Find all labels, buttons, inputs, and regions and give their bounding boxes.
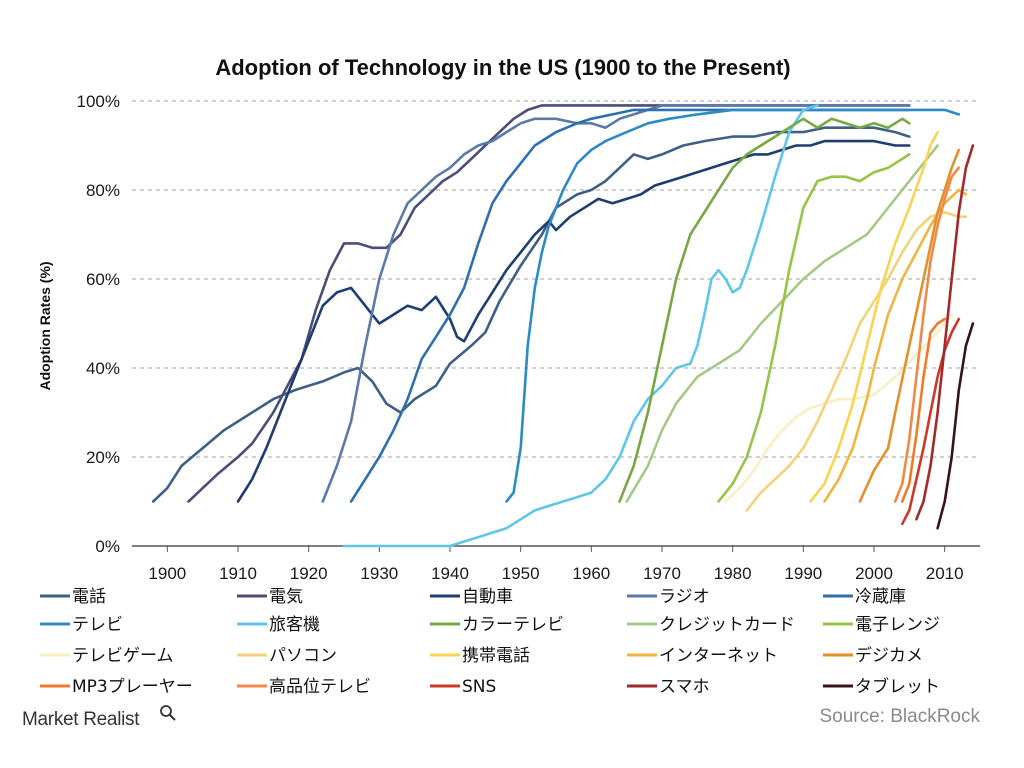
series-line: [745, 211, 968, 512]
series-line: [901, 317, 961, 526]
magnifier-icon: [160, 705, 176, 721]
legend-label: タブレット: [855, 676, 940, 697]
x-tick-label: 1980: [714, 564, 752, 583]
series-lines: [151, 104, 975, 548]
series-line: [936, 322, 975, 530]
x-tick-label: 1940: [431, 564, 469, 583]
legend-item: 自動車: [430, 587, 513, 607]
series-line: [823, 188, 968, 503]
legend-item: MP3プレーヤー: [40, 677, 193, 697]
gridlines: [132, 100, 980, 458]
legend-item: インターネット: [627, 646, 778, 666]
logo-text: Market Realist: [22, 709, 140, 730]
series-line: [893, 166, 961, 503]
legend-item: 電子レンジ: [823, 615, 940, 635]
source-note: Source: BlackRock: [819, 706, 980, 727]
series-line: [915, 144, 975, 521]
legend-item: 電気: [237, 587, 303, 607]
series-line: [901, 317, 946, 503]
series-line: [505, 108, 961, 503]
legend-item: タブレット: [823, 676, 940, 697]
legend-item: 高品位テレビ: [237, 677, 371, 697]
series-line: [349, 108, 911, 503]
legend-label: 電子レンジ: [855, 615, 940, 635]
y-axis-label: Adoption Rates (%): [37, 261, 53, 390]
legend-item: SNS: [430, 677, 496, 697]
series-line: [236, 139, 911, 503]
series-line: [187, 104, 911, 503]
legend-item: 旅客機: [237, 615, 320, 635]
legend-label: カラーテレビ: [462, 615, 564, 635]
legend-label: スマホ: [659, 677, 710, 697]
legend-label: 電気: [269, 587, 303, 607]
series-line: [717, 153, 911, 503]
x-tick-label: 1950: [502, 564, 540, 583]
legend-item: テレビ: [40, 615, 123, 635]
legend-label: デジカメ: [855, 645, 923, 666]
series-line: [858, 148, 961, 503]
legend-label: ラジオ: [659, 587, 710, 607]
legend-item: テレビゲーム: [40, 646, 174, 666]
y-tick-label: 60%: [86, 270, 120, 289]
legend-label: SNS: [462, 677, 496, 697]
legend-item: クレジットカード: [627, 615, 795, 635]
y-tick-label: 40%: [86, 359, 120, 378]
legend-label: パソコン: [269, 646, 337, 666]
legend-item: スマホ: [627, 677, 710, 697]
axes: 0% 20% 40% 60% 80% 100% 1900 1910 1920 1930 1940 19…: [77, 92, 980, 583]
x-tick-label: 2000: [855, 564, 893, 583]
x-tick-label: 1900: [148, 564, 186, 583]
legend-item: 携帯電話: [430, 646, 530, 666]
x-tick-label: 1930: [360, 564, 398, 583]
series-line: [618, 117, 911, 503]
legend-label: 自動車: [462, 587, 513, 607]
series-line: [321, 104, 911, 503]
y-tick-label: 80%: [86, 181, 120, 200]
x-tick-label: 1910: [219, 564, 257, 583]
series-line: [625, 144, 939, 503]
y-tick-label: 0%: [95, 537, 120, 556]
y-tick-label: 20%: [86, 448, 120, 467]
legend-label: 冷蔵庫: [855, 587, 906, 607]
logo: Market Realist: [22, 705, 176, 730]
legend-label: 電話: [72, 587, 106, 607]
chart-title: Adoption of Technology in the US (1900 t…: [215, 55, 790, 80]
legend-item: ラジオ: [627, 587, 710, 607]
x-tick-label: 1990: [784, 564, 822, 583]
series-line: [809, 130, 939, 503]
legend-label: インターネット: [659, 646, 778, 666]
legend-item: 冷蔵庫: [823, 587, 906, 607]
y-tick-label: 100%: [77, 92, 120, 111]
legend-label: 旅客機: [269, 615, 320, 635]
legend-label: テレビゲーム: [72, 646, 174, 666]
legend-item: カラーテレビ: [430, 615, 564, 635]
series-line: [342, 104, 819, 548]
legend-label: 携帯電話: [462, 646, 530, 666]
x-tick-label: 1920: [290, 564, 328, 583]
x-tick-label: 1960: [572, 564, 610, 583]
legend-label: テレビ: [72, 615, 123, 635]
legend-item: 電話: [40, 587, 106, 607]
legend-item: デジカメ: [823, 645, 923, 666]
legend-label: MP3プレーヤー: [72, 677, 193, 697]
x-tick-label: 1970: [643, 564, 681, 583]
series-line: [151, 126, 911, 503]
legend-label: 高品位テレビ: [269, 677, 371, 697]
legend-item: パソコン: [237, 646, 337, 666]
legend-label: クレジットカード: [659, 615, 795, 635]
x-tick-label: 2010: [926, 564, 964, 583]
